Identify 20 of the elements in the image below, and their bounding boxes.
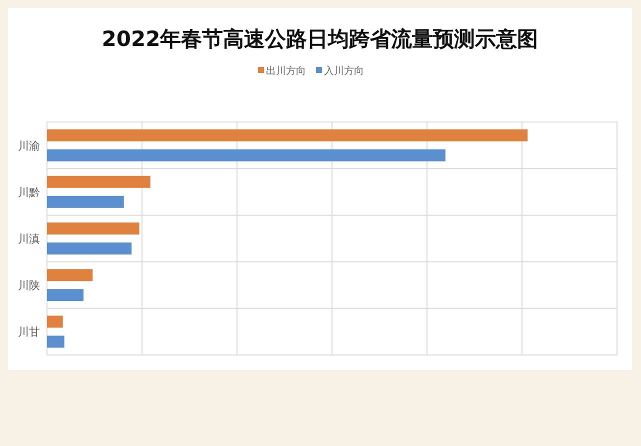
y-tick-label: 川黔 xyxy=(18,186,40,199)
legend-label: 入川方向 xyxy=(324,65,364,77)
legend-item: 入川方向 xyxy=(316,66,364,77)
bar xyxy=(47,289,84,302)
y-tick-label: 川甘 xyxy=(18,326,40,339)
legend-label: 出川方向 xyxy=(266,65,306,77)
chart-title: 2022年春节高速公路日均跨省流量预测示意图 xyxy=(102,27,538,51)
bar xyxy=(47,269,93,282)
bar xyxy=(47,176,150,188)
bar xyxy=(47,316,63,328)
y-tick-label: 川陕 xyxy=(18,279,40,292)
bar xyxy=(47,129,528,142)
bar xyxy=(47,222,140,234)
legend-item: 出川方向 xyxy=(258,66,306,77)
y-tick-label: 川渝 xyxy=(18,139,40,152)
bar xyxy=(47,149,446,162)
bar xyxy=(47,336,64,348)
y-tick-label: 川滇 xyxy=(18,232,40,246)
bar xyxy=(47,196,124,208)
bar xyxy=(47,242,132,254)
